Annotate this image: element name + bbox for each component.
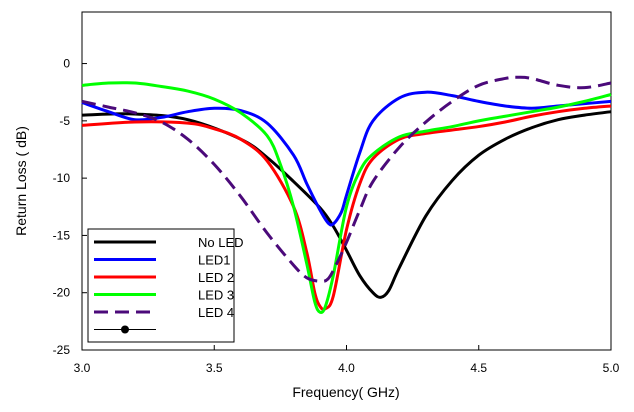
- axis-ticks: 3.0 3.5 4.0 4.5 5.0 0 -5 -10 -15 -20 -25: [53, 57, 620, 375]
- legend-box: [87, 228, 235, 343]
- legend-label-3: LED 3: [198, 288, 234, 303]
- legend-label-2: LED 2: [198, 270, 234, 285]
- x-axis-title: Frequency( GHz): [292, 384, 399, 400]
- legend-marker: [121, 325, 129, 334]
- series-line-2: [81, 104, 612, 311]
- series-line-4: [81, 75, 612, 283]
- x-tick-label: 3.5: [206, 361, 223, 375]
- y-tick-label: -20: [53, 286, 71, 300]
- y-tick-label: -5: [59, 114, 70, 128]
- x-tick-label: 4.5: [470, 361, 487, 375]
- series-line-3: [81, 81, 612, 314]
- y-tick-label: -10: [53, 171, 71, 185]
- series-lines: [81, 75, 612, 314]
- x-tick-label: 5.0: [603, 361, 620, 375]
- legend-label-1: LED1: [198, 253, 231, 268]
- y-tick-label: 0: [63, 57, 70, 71]
- y-tick-label: -15: [53, 228, 71, 242]
- legend-label-0: No LED: [198, 235, 244, 250]
- x-tick-label: 4.0: [338, 361, 355, 375]
- y-axis-title: Return Loss ( dB): [13, 126, 29, 236]
- x-tick-label: 3.0: [74, 361, 91, 375]
- y-tick-label: -25: [53, 343, 71, 357]
- legend: No LED LED1 LED 2 LED 3 LED 4: [87, 228, 244, 343]
- legend-label-4: LED 4: [198, 305, 234, 320]
- series-line-1: [81, 90, 612, 227]
